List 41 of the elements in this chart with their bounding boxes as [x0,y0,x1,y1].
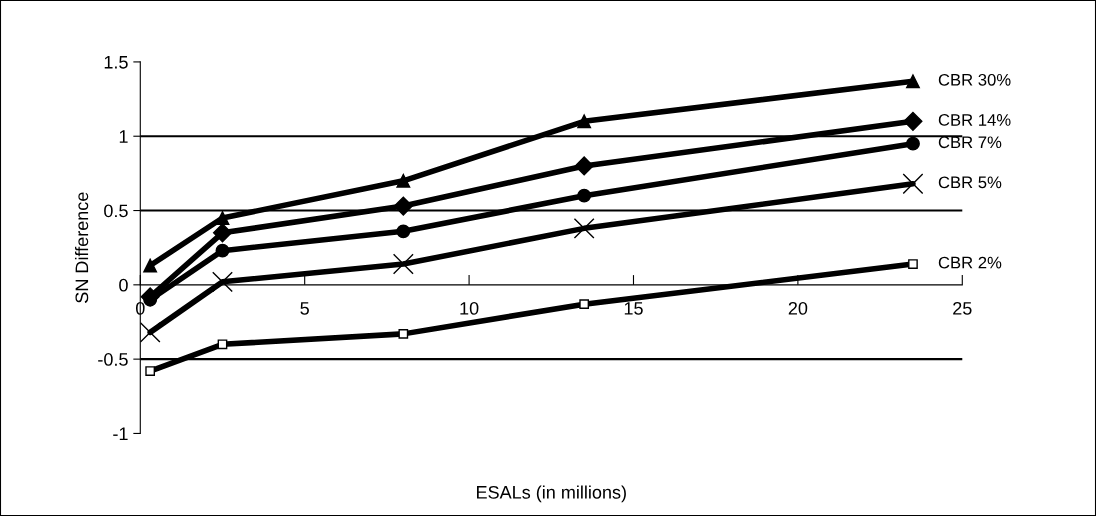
x-tick-label: 5 [300,302,309,315]
point [396,173,411,188]
y-tick-label: -0.5 [98,353,128,366]
point [143,258,158,273]
x-axis-title: ESALs (in millions) [477,485,626,503]
point [396,224,411,239]
point [140,321,161,343]
point [577,188,592,203]
point [577,114,592,129]
x-tick-label: 15 [624,302,643,315]
point [906,74,920,89]
series-label: CBR 7% [938,136,1002,149]
y-tick-label: 1 [119,130,128,143]
x-tick-label: 10 [460,301,479,315]
point [574,156,594,176]
point [393,196,413,216]
series-label: CBR 2% [938,256,1002,269]
point [392,253,414,275]
point [215,211,230,225]
point [902,173,924,195]
series-label: CBR 30% [938,73,1011,86]
point [906,136,920,151]
y-tick-label: -1 [113,427,128,440]
series-label: CBR 5% [938,176,1002,189]
x-tick-label: 25 [953,301,972,315]
y-tick-label: 1.5 [104,56,128,69]
point [908,259,918,269]
point [579,299,590,310]
point [398,329,409,339]
point [573,217,595,239]
y-tick-label: 0 [119,278,128,292]
y-axis-title: SN Difference [74,192,89,303]
x-tick-label: 20 [788,301,808,315]
point [903,111,923,131]
point [217,339,228,350]
point [212,223,233,243]
point [212,271,233,293]
point [145,366,156,376]
series-label: CBR 14% [938,114,1011,126]
point [215,243,230,258]
y-tick-label: 0.5 [104,204,128,218]
